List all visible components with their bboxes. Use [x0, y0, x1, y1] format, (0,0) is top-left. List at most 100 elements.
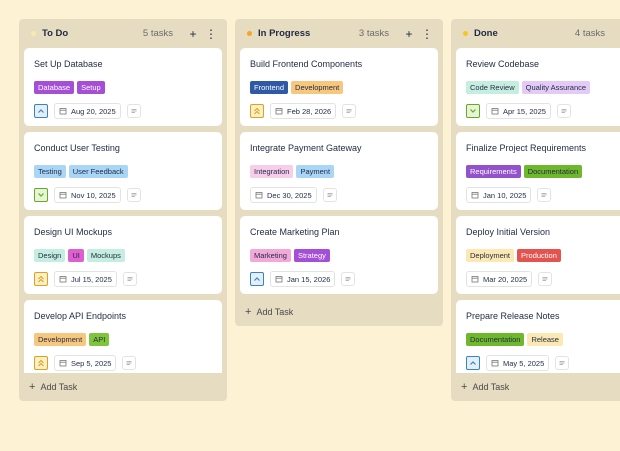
tag: Release: [527, 333, 563, 346]
card-title: Design UI Mockups: [34, 227, 113, 237]
task-card[interactable]: Deploy Initial Version Deployment Producti…: [456, 216, 620, 294]
tag: Setup: [77, 81, 105, 94]
notes-button[interactable]: [341, 272, 356, 286]
task-card[interactable]: Develop API Endpoints Development API Sep 5…: [24, 300, 222, 373]
plus-icon: +: [245, 306, 252, 318]
priority-arrow: [38, 359, 44, 367]
notes-icon: [541, 193, 547, 197]
menu-button[interactable]: ⋮: [421, 26, 433, 41]
tag: Quality Assurance: [521, 81, 591, 94]
priority-arrow: [38, 193, 44, 197]
card-list: Set Up Database Database Setup Aug 20, 2025…: [19, 48, 227, 373]
add-task-button[interactable]: + Add Task: [235, 298, 443, 326]
notes-button[interactable]: [342, 104, 357, 118]
card-list: Build Frontend Components Frontend Develop…: [235, 48, 443, 294]
date-text: Jan 10, 2025: [483, 190, 527, 200]
notes-button[interactable]: [122, 272, 137, 286]
add-button[interactable]: +: [405, 26, 413, 41]
calendar-icon: [59, 276, 67, 283]
card-title: Review Codebase: [466, 59, 540, 69]
card-meta: Mar 20, 2025: [466, 271, 620, 287]
due-date: Jan 10, 2025: [466, 187, 532, 203]
card-title: Create Marketing Plan: [250, 227, 340, 237]
date-text: Mar 20, 2025: [483, 274, 528, 284]
date-text: Jul 15, 2025: [71, 274, 112, 284]
card-meta: Jul 15, 2025: [34, 271, 212, 287]
notes-icon: [345, 277, 351, 281]
tag: API: [89, 333, 110, 346]
task-card[interactable]: Create Marketing Plan Marketing Strategy Ja…: [240, 216, 438, 294]
tag: UI: [68, 249, 84, 262]
task-card[interactable]: Conduct User Testing Testing User Feedback…: [24, 132, 222, 210]
add-button[interactable]: +: [189, 26, 197, 41]
date-text: Dec 30, 2025: [267, 190, 312, 200]
plus-icon: +: [461, 381, 468, 393]
task-card[interactable]: Integrate Payment Gateway Integration Paym…: [240, 132, 438, 210]
task-card[interactable]: Design UI Mockups Design UI Mockups Jul 15, …: [24, 216, 222, 294]
tag: Requirements: [466, 165, 521, 178]
add-task-button[interactable]: + Add Task: [451, 373, 620, 401]
priority-arrow: [38, 109, 44, 113]
tag: Strategy: [293, 249, 330, 262]
notes-icon: [346, 109, 352, 113]
task-card[interactable]: Prepare Release Notes Documentation Releas…: [456, 300, 620, 373]
due-date: Dec 30, 2025: [250, 187, 317, 203]
due-date: Feb 28, 2026: [270, 103, 337, 119]
card-meta: Dec 30, 2025: [250, 187, 428, 203]
priority-icon: [34, 272, 48, 286]
plus-icon: +: [29, 381, 36, 393]
card-title: Conduct User Testing: [34, 143, 120, 153]
task-card[interactable]: Finalize Project Requirements Requirement…: [456, 132, 620, 210]
tag-row: Database Setup: [34, 81, 212, 94]
calendar-icon: [491, 108, 499, 115]
date-text: Aug 20, 2025: [71, 106, 116, 116]
card-meta: Feb 28, 2026: [250, 103, 428, 119]
tag: Deployment: [466, 249, 515, 262]
priority-arrow: [254, 107, 260, 115]
task-card[interactable]: Set Up Database Database Setup Aug 20, 2025: [24, 48, 222, 126]
column-title: Done: [474, 28, 498, 39]
tag: Development: [291, 81, 344, 94]
tag: Design: [34, 249, 66, 262]
notes-button[interactable]: [126, 188, 141, 202]
column-header: In Progress 3 tasks + ⋮: [235, 19, 443, 48]
due-date: Mar 20, 2025: [466, 271, 533, 287]
notes-button[interactable]: [126, 104, 141, 118]
priority-arrow: [38, 275, 44, 283]
task-card[interactable]: Build Frontend Components Frontend Develop…: [240, 48, 438, 126]
card-meta: Aug 20, 2025: [34, 103, 212, 119]
task-card[interactable]: Review Codebase Code Review Quality Assura…: [456, 48, 620, 126]
add-task-label: Add Task: [40, 382, 78, 392]
date-text: May 5, 2025: [503, 358, 545, 368]
notes-button[interactable]: [556, 104, 571, 118]
add-task-button[interactable]: + Add Task: [19, 373, 227, 401]
notes-button[interactable]: [538, 272, 553, 286]
column-header: To Do 5 tasks + ⋮: [19, 19, 227, 48]
due-date: Aug 20, 2025: [54, 103, 121, 119]
menu-button[interactable]: ⋮: [205, 26, 217, 41]
tag: Documentation: [466, 333, 525, 346]
tag: Code Review: [466, 81, 519, 94]
tag-row: Development API: [34, 333, 212, 346]
card-title: Finalize Project Requirements: [466, 143, 587, 153]
notes-button[interactable]: [537, 188, 552, 202]
notes-button[interactable]: [555, 356, 570, 370]
priority-icon: [466, 104, 480, 118]
card-list: Review Codebase Code Review Quality Assura…: [451, 48, 620, 373]
notes-icon: [127, 277, 133, 281]
column-title: In Progress: [258, 28, 311, 39]
notes-button[interactable]: [322, 188, 337, 202]
due-date: May 5, 2025: [486, 355, 550, 371]
tag: Payment: [296, 165, 335, 178]
notes-button[interactable]: [122, 356, 137, 370]
notes-icon: [542, 277, 548, 281]
due-date: Jan 15, 2026: [270, 271, 336, 287]
tag-row: Code Review Quality Assurance: [466, 81, 620, 94]
tag: Database: [34, 81, 75, 94]
card-meta: Jan 10, 2025: [466, 187, 620, 203]
priority-icon: [34, 104, 48, 118]
card-title: Integrate Payment Gateway: [250, 143, 362, 153]
tag: User Feedback: [68, 165, 128, 178]
priority-icon: [34, 356, 48, 370]
